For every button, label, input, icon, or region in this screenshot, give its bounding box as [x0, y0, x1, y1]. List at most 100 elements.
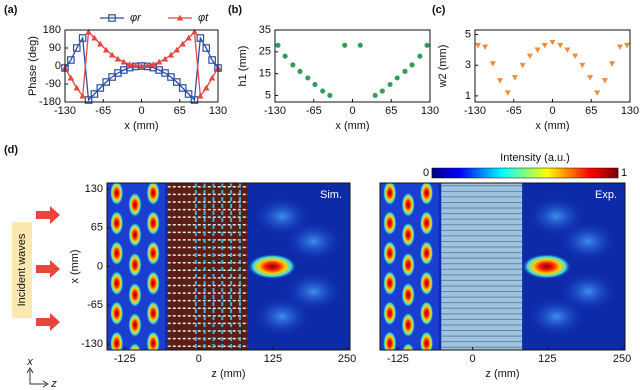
y-tick-label: -65	[87, 299, 103, 311]
marker	[342, 42, 348, 48]
y-tick-label: 5	[265, 89, 271, 101]
marker	[202, 44, 211, 52]
x-tick-label: 125	[538, 353, 556, 365]
marker	[84, 96, 93, 104]
field-blob	[128, 282, 142, 308]
marker	[511, 75, 518, 81]
y-tick-label: 15	[259, 68, 271, 80]
x-tick-label: -130	[464, 105, 486, 117]
field-blob	[146, 210, 160, 236]
marker	[601, 78, 608, 84]
marker	[102, 46, 110, 53]
field-blob	[382, 300, 397, 326]
x-tick-label: 250	[613, 353, 631, 365]
field-blob	[419, 210, 434, 236]
marker	[120, 58, 128, 65]
heatmap-image	[107, 183, 350, 350]
y-tick-label: 0	[55, 60, 61, 72]
marker	[549, 39, 556, 46]
orientation-label: z	[50, 378, 57, 390]
marker	[138, 62, 145, 69]
y-axis-label: Phase (deg)	[27, 36, 39, 96]
field-blob	[146, 300, 160, 326]
marker	[564, 47, 571, 53]
marker	[587, 75, 594, 81]
field-blob	[401, 282, 416, 308]
marker	[312, 81, 318, 88]
marker	[579, 62, 586, 69]
field-blob	[109, 330, 124, 350]
y-axis-label: w2 (mm)	[437, 45, 449, 89]
marker	[79, 92, 86, 99]
x-tick-label: -125	[114, 353, 136, 365]
x-tick-label: 0	[470, 353, 476, 365]
field-blob	[419, 330, 434, 350]
orientation-label: x	[26, 356, 33, 368]
x-tick-label: 65	[174, 105, 186, 117]
marker	[409, 62, 415, 68]
metasurface	[167, 183, 248, 350]
marker	[72, 44, 81, 52]
marker	[394, 75, 400, 81]
field-blob	[382, 330, 397, 350]
marker	[96, 84, 105, 92]
marker	[185, 34, 192, 41]
plot-frame	[106, 182, 351, 351]
marker	[387, 81, 393, 88]
marker	[150, 61, 157, 67]
marker	[282, 53, 288, 59]
marker	[114, 55, 122, 62]
field-blob	[128, 222, 142, 248]
field-lobe	[558, 221, 618, 262]
panel-label: (b)	[228, 4, 242, 16]
marker	[534, 47, 541, 53]
marker	[184, 90, 193, 98]
marker	[541, 42, 548, 49]
field-focus	[247, 253, 297, 280]
heatmap-title: Exp.	[595, 189, 617, 201]
marker	[504, 90, 511, 96]
x-axis-label: x (mm)	[124, 120, 158, 132]
field-blob	[146, 240, 160, 266]
y-tick-label: 0	[97, 260, 103, 272]
marker	[357, 42, 363, 48]
marker	[78, 34, 87, 42]
marker	[190, 96, 199, 104]
field-blob	[419, 270, 434, 296]
metasurface	[441, 183, 523, 350]
y-tick-label: 35	[259, 24, 271, 36]
x-tick-label: 65	[585, 105, 597, 117]
legend-label: φr	[130, 12, 142, 24]
marker	[196, 34, 205, 42]
field-blob	[401, 342, 415, 350]
marker	[108, 73, 116, 81]
marker	[91, 34, 98, 41]
marker	[161, 55, 169, 62]
x-tick-label: 0	[549, 105, 555, 117]
y-tick-label: -90	[45, 78, 61, 90]
x-tick-label: 0	[196, 353, 202, 365]
marker	[275, 42, 281, 48]
field-focus	[522, 253, 572, 280]
marker	[290, 62, 296, 68]
marker	[489, 61, 496, 67]
marker	[616, 44, 623, 50]
x-tick-label: -65	[306, 105, 322, 117]
marker	[519, 62, 526, 69]
marker	[557, 42, 564, 49]
marker	[102, 78, 110, 86]
field-blob	[401, 192, 416, 218]
field-lobe	[558, 271, 618, 312]
panel-label: (c)	[432, 4, 446, 16]
field-blob	[109, 183, 124, 206]
plot-frame	[379, 182, 626, 351]
marker	[108, 14, 116, 22]
x-tick-label: 0	[349, 105, 355, 117]
marker	[594, 90, 601, 96]
marker	[424, 42, 430, 48]
field-blob	[401, 312, 416, 338]
marker	[73, 84, 80, 91]
marker	[197, 92, 204, 99]
marker	[497, 78, 504, 84]
